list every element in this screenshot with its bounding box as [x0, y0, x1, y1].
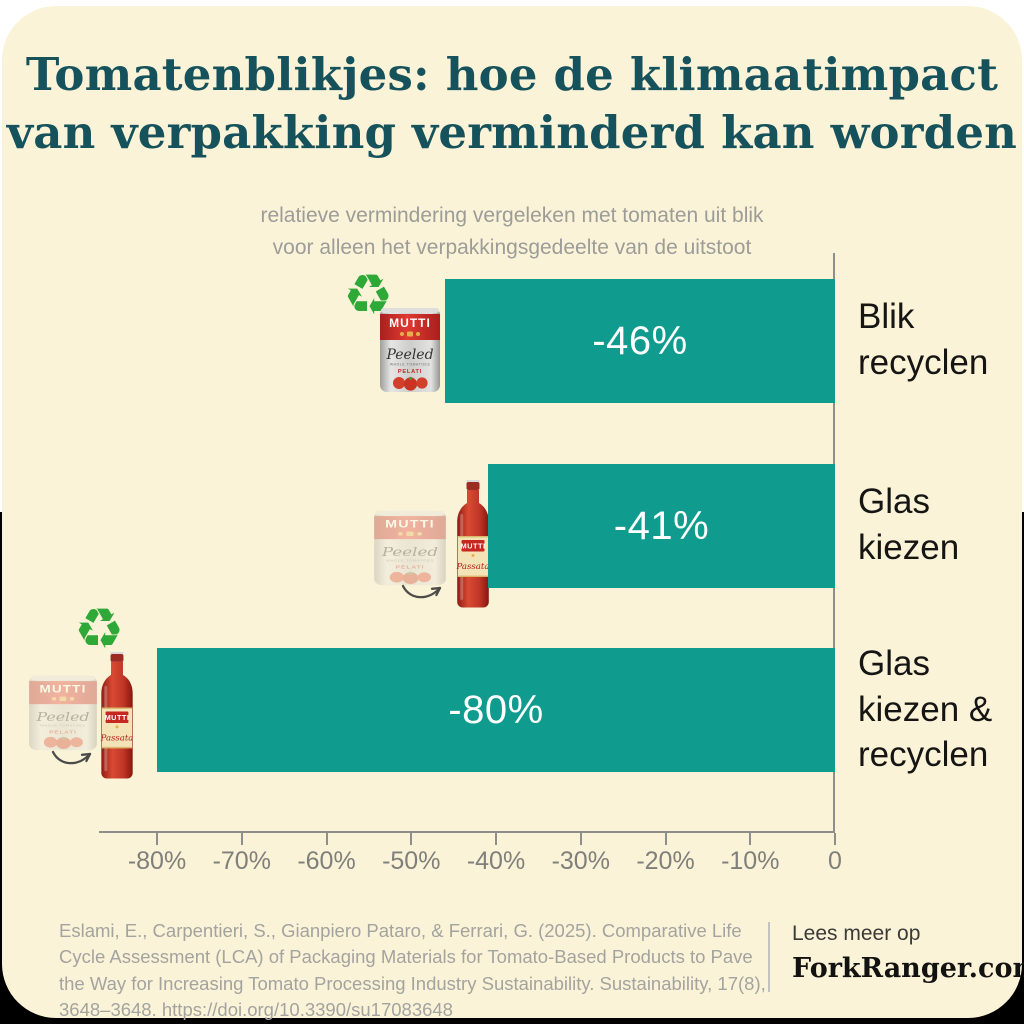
recycle-icon: ♻ — [74, 597, 125, 662]
x-tick-mark — [495, 833, 497, 845]
x-tick-label: -20% — [636, 847, 695, 875]
bar-category-label-blik-recyclen: Blik recyclen — [858, 297, 989, 382]
x-tick-mark — [664, 833, 667, 845]
glass-bottle-image — [455, 480, 490, 608]
arrow-icon — [51, 750, 92, 765]
page-title: Tomatenblikjes: hoe de klimaatimpact van… — [2, 46, 1022, 161]
x-tick-label: -80% — [127, 847, 187, 875]
x-tick-mark — [749, 833, 752, 845]
x-tick-mark — [410, 833, 413, 845]
x-axis-line — [99, 831, 835, 833]
x-tick-label: -70% — [212, 847, 271, 875]
x-tick-mark — [834, 833, 836, 845]
read-more-label: Lees meer op — [792, 922, 921, 945]
x-tick-mark — [579, 833, 582, 845]
bar-category-label-glas-kiezen: Glas kiezen — [858, 482, 960, 567]
x-tick-label: -50% — [382, 847, 441, 875]
bar-blik-recyclen: -46% — [445, 279, 835, 403]
x-tick-mark — [240, 833, 243, 845]
x-tick-label: -60% — [297, 847, 356, 875]
glass-bottle-image — [99, 652, 134, 779]
title-line-1: Tomatenblikjes: hoe de klimaatimpact — [25, 48, 999, 101]
bar-category-label-glas-kiezen-recyclen: Glas kiezen & recyclen — [858, 644, 993, 774]
subtitle-line-2: voor alleen het verpakkingsgedeelte van … — [272, 235, 752, 259]
x-tick-label: 0 — [828, 847, 842, 875]
chart-subtitle: relatieve vermindering vergeleken met to… — [2, 200, 1022, 263]
site-name: ForkRanger.com — [792, 953, 1024, 984]
subtitle-line-1: relatieve vermindering vergeleken met to… — [260, 204, 764, 227]
citation-text: Eslami, E., Carpentieri, S., Gianpiero P… — [59, 920, 766, 1020]
bar-glas-kiezen: -41% — [488, 464, 835, 588]
faded-tomato-can-image — [29, 675, 97, 751]
x-tick-mark — [325, 833, 328, 845]
infographic-card: MUTTI Peeled WHOLE TOMATOES PELATI — [2, 6, 1024, 1020]
x-tick-label: -40% — [466, 847, 526, 875]
bar-value-label: -80% — [448, 687, 544, 732]
title-line-2: van verpakking verminderd kan worden — [6, 105, 1018, 159]
bar-value-label: -46% — [592, 318, 688, 363]
bar-value-label: -41% — [613, 503, 710, 548]
x-tick-label: -30% — [551, 847, 610, 875]
tomato-can-image — [380, 308, 440, 392]
x-tick-mark — [156, 833, 158, 845]
footer-divider — [768, 922, 770, 992]
bar-glas-kiezen-recyclen: -80% — [157, 648, 835, 772]
bar-chart: -80% -70% -60% -50% -40% -30% -20% -10% 0 ♻ -46%… — [2, 6, 1024, 1024]
faded-tomato-can-image — [374, 510, 446, 586]
read-more-block: Lees meer op ForkRanger.com — [792, 922, 1024, 984]
arrow-icon — [401, 584, 442, 599]
x-tick-label: -10% — [721, 847, 780, 875]
